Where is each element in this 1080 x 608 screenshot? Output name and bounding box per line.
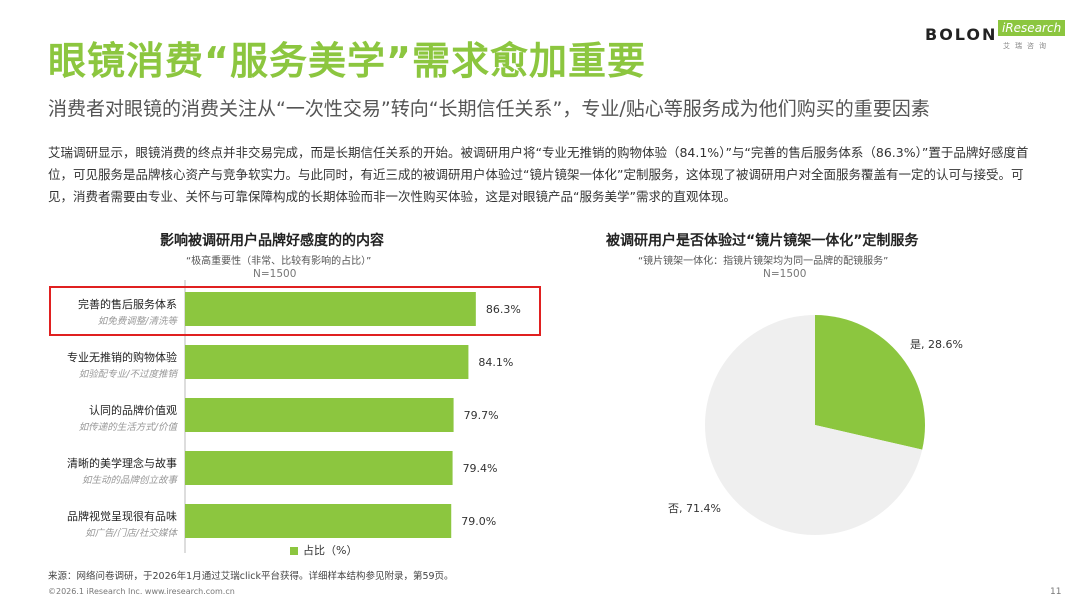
left-chart-n: N=1500 bbox=[253, 268, 297, 280]
pie-chart: 是, 28.6% 否, 71.4% bbox=[668, 315, 963, 535]
page-subtitle: 消费者对眼镜的消费关注从“一次性交易”转向“长期信任关系”，专业/贴心等服务成为… bbox=[48, 98, 930, 120]
chart-legend: 占比（%） bbox=[290, 542, 357, 558]
legend-label: 占比（%） bbox=[303, 544, 358, 557]
category-note: 如广告/门店/社交媒体 bbox=[85, 527, 178, 539]
pie-slice-1 bbox=[815, 315, 925, 450]
category-note: 如免费调整/清洗等 bbox=[98, 315, 179, 327]
right-chart-n: N=1500 bbox=[763, 268, 807, 280]
source-note: 来源：网络问卷调研，于2026年1月通过艾瑞click平台获得。详细样本结构参见… bbox=[48, 571, 454, 582]
body-paragraph: 艾瑞调研显示，眼镜消费的终点并非交易完成，而是长期信任关系的开始。被调研用户将“… bbox=[48, 145, 1029, 204]
bar-3 bbox=[185, 398, 454, 432]
bar-value-label: 86.3% bbox=[486, 303, 521, 316]
category-label: 认同的品牌价值观 bbox=[89, 403, 177, 417]
left-chart-subtitle: “极高重要性（非常、比较有影响的占比）” bbox=[186, 256, 372, 267]
pie-label-no: 否, 71.4% bbox=[668, 502, 721, 515]
highlight-box bbox=[49, 286, 541, 336]
left-chart-title: 影响被调研用户品牌好感度的的内容 bbox=[160, 233, 384, 249]
copyright: ©2026.1 iResearch Inc. www.iresearch.com… bbox=[48, 587, 235, 596]
bar-value-label: 84.1% bbox=[478, 356, 513, 369]
bar-value-label: 79.4% bbox=[463, 462, 498, 475]
category-note: 如生动的品牌创立故事 bbox=[82, 474, 179, 486]
bar-1 bbox=[185, 292, 476, 326]
page-title: 眼镜消费“服务美学”需求愈加重要 bbox=[48, 39, 646, 83]
bar-2 bbox=[185, 345, 469, 379]
bar-4 bbox=[185, 451, 453, 485]
category-label: 品牌视觉呈现很有品味 bbox=[67, 509, 177, 523]
category-label: 清晰的美学理念与故事 bbox=[67, 456, 177, 470]
logo: BOLON iResearch 艾瑞咨询 bbox=[925, 20, 1075, 60]
right-chart-title: 被调研用户是否体验过“镜片镜架一体化”定制服务 bbox=[606, 233, 919, 249]
category-label: 完善的售后服务体系 bbox=[78, 297, 177, 311]
iresearch-logo: iResearch bbox=[998, 20, 1066, 36]
pie-label-yes: 是, 28.6% bbox=[910, 338, 963, 351]
bar-value-label: 79.7% bbox=[464, 409, 499, 422]
bolon-logo: BOLON bbox=[925, 25, 998, 44]
right-chart-subtitle: “镜片镜架一体化：指镜片镜架均为同一品牌的配镜服务” bbox=[638, 256, 889, 267]
bar-value-label: 79.0% bbox=[461, 515, 496, 528]
category-note: 如传递的生活方式/价值 bbox=[79, 421, 179, 433]
bar-5 bbox=[185, 504, 452, 538]
category-note: 如验配专业/不过度推销 bbox=[79, 368, 179, 380]
category-label: 专业无推销的购物体验 bbox=[67, 350, 177, 364]
iresearch-logo-sub: 艾瑞咨询 bbox=[1003, 42, 1051, 50]
pie-slice-2 bbox=[705, 315, 923, 535]
legend-swatch bbox=[290, 547, 298, 555]
page-number: 11 bbox=[1050, 587, 1062, 597]
